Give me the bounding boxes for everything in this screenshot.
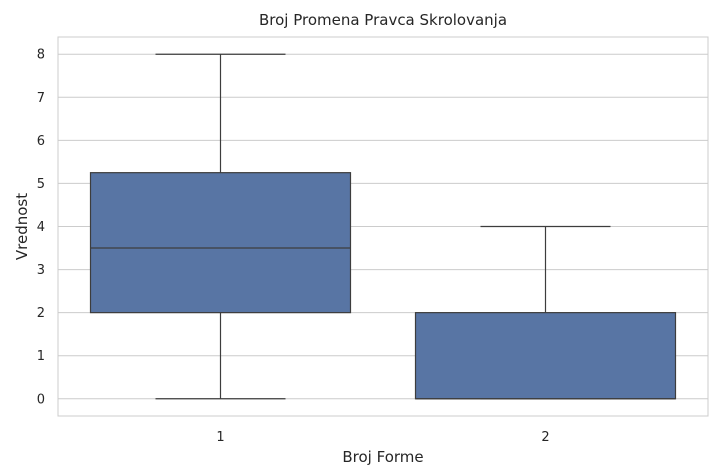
x-tick-label: 1 — [216, 430, 224, 445]
chart-title: Broj Promena Pravca Skrolovanja — [259, 11, 507, 29]
boxes-layer — [89, 53, 677, 400]
box-group-1 — [89, 53, 352, 400]
box-group-2 — [414, 225, 677, 400]
plot-frame — [57, 36, 709, 417]
y-tick-label: 6 — [37, 134, 45, 149]
y-tick-label: 2 — [37, 306, 45, 321]
y-tick-label: 5 — [37, 177, 45, 192]
y-tick-label: 3 — [37, 263, 45, 278]
box-iqr — [89, 172, 352, 314]
y-tick-label: 4 — [37, 220, 45, 235]
y-tick-label: 0 — [37, 392, 45, 407]
x-axis-title: Broj Forme — [342, 448, 423, 466]
y-tick-label: 8 — [37, 48, 45, 63]
y-tick-label: 1 — [37, 349, 45, 364]
y-axis-title: Vrednost — [13, 193, 31, 260]
tick-labels: 0 1 2 3 4 5 6 7 8 1 2 — [37, 48, 550, 445]
x-tick-label: 2 — [541, 430, 549, 445]
y-tick-label: 7 — [37, 91, 45, 106]
box-iqr — [414, 312, 677, 400]
